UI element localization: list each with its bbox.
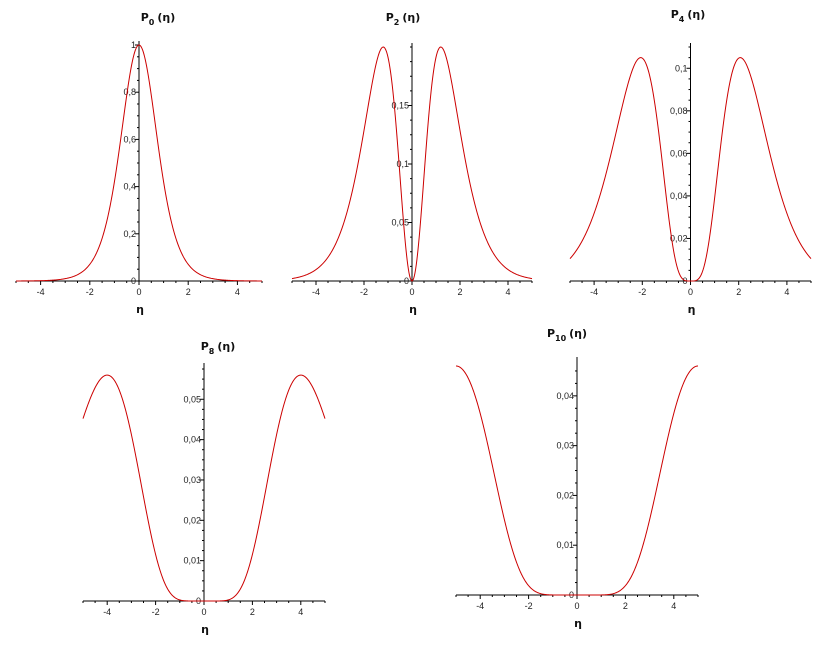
y-tick-label: 0,01 [183, 556, 201, 566]
y-tick-label: 0,06 [670, 148, 688, 158]
x-tick-label: -2 [638, 287, 646, 297]
x-tick-label: 2 [623, 601, 628, 611]
y-tick-label: 0,8 [123, 87, 136, 97]
chart-title: P4 (η) [671, 8, 706, 24]
x-tick-label: 0 [136, 287, 141, 297]
chart-title: P10 (η) [547, 327, 587, 343]
y-tick-label-origin: 0 [131, 276, 136, 286]
x-tick-label: 0 [688, 287, 693, 297]
y-tick-label: 1 [131, 40, 136, 50]
x-tick-label: 0 [574, 601, 579, 611]
series-line [291, 46, 533, 282]
x-tick-label: 2 [186, 287, 191, 297]
y-tick-label: 0,1 [396, 159, 409, 169]
series-line [15, 44, 263, 282]
x-tick-label: 4 [298, 607, 303, 617]
x-tick-label: -4 [103, 607, 111, 617]
y-tick-label: 0,05 [391, 218, 409, 228]
y-tick-label: 0,03 [183, 475, 201, 485]
x-axis-label: η [136, 303, 144, 316]
x-axis-label: η [574, 617, 582, 630]
chart-title: P8 (η) [201, 340, 236, 356]
x-tick-label: 0 [201, 607, 206, 617]
series-line [82, 374, 326, 602]
x-tick-label: -2 [360, 287, 368, 297]
y-tick-label: 0,04 [670, 191, 688, 201]
y-tick-label: 0,02 [183, 515, 201, 525]
series-line [455, 365, 699, 596]
y-tick-label-origin: 0 [404, 276, 409, 286]
y-tick-label: 0,4 [123, 182, 136, 192]
y-tick-label: 0,02 [556, 490, 574, 500]
y-tick-label: 0,01 [556, 540, 574, 550]
y-tick-label: 0,15 [391, 101, 409, 111]
series-line [569, 57, 812, 282]
chart-panel-p0: -4 -2 0 2 4 0,2 0,4 0,6 0,8 1 0 η P0 (η) [15, 11, 263, 316]
y-tick-label: 0,2 [123, 229, 136, 239]
y-tick-label: 0,03 [556, 441, 574, 451]
x-tick-label: -2 [152, 607, 160, 617]
y-tick-label: 0,08 [670, 106, 688, 116]
x-tick-label: 4 [505, 287, 510, 297]
y-tick-label: 0,02 [670, 233, 688, 243]
x-tick-label: -2 [86, 287, 94, 297]
y-tick-label: 0,6 [123, 134, 136, 144]
y-tick-label: 0,1 [675, 63, 688, 73]
x-tick-label: -4 [312, 287, 320, 297]
x-tick-label: 2 [250, 607, 255, 617]
x-tick-label: -2 [525, 601, 533, 611]
x-axis-label: η [688, 303, 696, 316]
x-tick-label: 4 [671, 601, 676, 611]
chart-title: P2 (η) [386, 11, 421, 27]
x-tick-label: 0 [409, 287, 414, 297]
x-axis-label: η [409, 303, 417, 316]
chart-panel-p2: -4 -2 0 2 4 0,05 0,1 0,15 0 η P2 (η) [291, 11, 533, 316]
x-tick-label: -4 [476, 601, 484, 611]
x-tick-label: 4 [235, 287, 240, 297]
chart-title: P0 (η) [141, 11, 176, 27]
x-tick-label: 4 [784, 287, 789, 297]
y-tick-label: 0,04 [183, 435, 201, 445]
x-tick-label: 2 [457, 287, 462, 297]
x-tick-label: -4 [590, 287, 598, 297]
x-tick-label: -4 [37, 287, 45, 297]
y-tick-label: 0,05 [183, 394, 201, 404]
y-tick-label: 0,04 [556, 391, 574, 401]
x-axis-label: η [201, 623, 209, 636]
x-tick-label: 2 [736, 287, 741, 297]
